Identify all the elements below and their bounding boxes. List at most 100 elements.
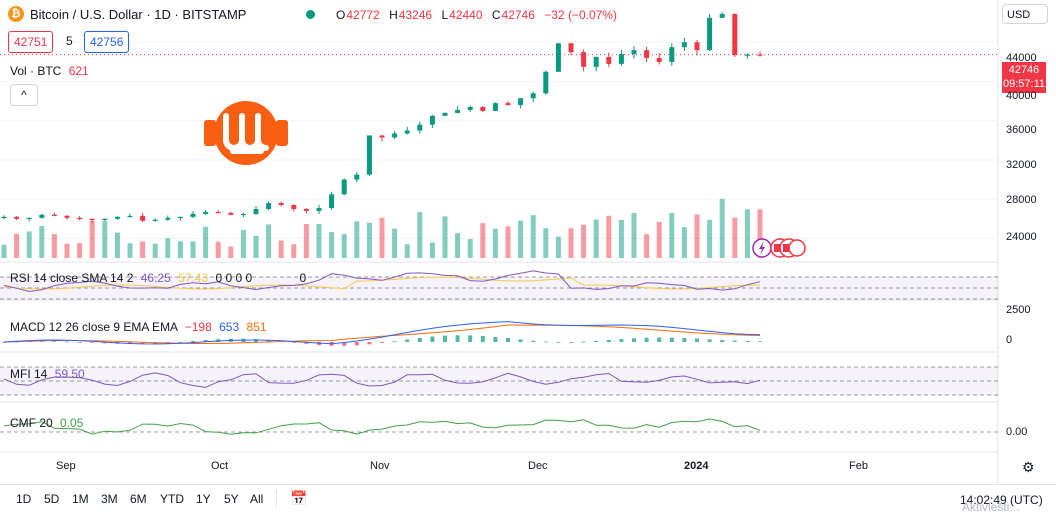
macd-legend[interactable]: MACD 12 26 close 9 EMA EMA −198 653 851 [10,320,267,334]
candle-body [631,50,637,55]
macd-histogram-bar [39,341,44,342]
range-button-6m[interactable]: 6M [130,492,147,506]
volume-bar [114,232,120,258]
market-open-dot [306,10,315,19]
candle-body [278,203,284,206]
time-axis-label: Sep [56,460,76,472]
macd-histogram-bar [720,340,725,342]
macd-histogram-bar [178,341,183,343]
volume-bar [228,246,234,258]
calendar-icon[interactable]: 📅 [290,490,308,506]
volume-bar [757,209,763,258]
volume-bar [89,220,95,258]
macd-histogram-bar [556,341,561,343]
macd-histogram-bar [304,342,309,344]
volume-bar [480,223,486,258]
candle-body [89,218,95,220]
candle-body [618,54,624,64]
rsi-band-values: 0 0 0 0 [215,271,253,285]
macd-histogram-bar [732,340,737,342]
utc-clock[interactable]: 14:02:49 (UTC) [960,493,1043,507]
ohlc-low-key: L [441,8,449,22]
candle-body [581,52,587,67]
volume-bar [417,212,423,258]
volume-bar [744,209,750,258]
events-flags[interactable] [752,238,806,263]
volume-legend: Vol · BTC 621 [10,64,89,78]
volume-value: 621 [68,64,89,78]
collapse-legend-button[interactable]: ^ [10,84,38,106]
candle-body [366,135,372,175]
macd-axis-label: 0 [1006,334,1013,346]
volume-bar [732,217,738,258]
candle-body [480,107,486,111]
macd-histogram-bar [291,342,296,343]
range-button-3m[interactable]: 3M [101,492,118,506]
macd-histogram-bar [380,342,384,343]
time-axis-label: Dec [528,460,548,472]
macd-histogram-bar [594,340,599,342]
volume-bar [681,227,687,258]
activation-watermark: Aktivlešti... [962,500,1020,514]
macd-histogram-bar [707,339,712,342]
rsi-extra-value: 0 [299,271,307,285]
macd-signal-line [3,324,761,344]
range-button-1d[interactable]: 1D [16,492,32,506]
macd-histogram-bar [102,342,107,344]
range-button-ytd[interactable]: YTD [160,492,184,506]
currency-select[interactable]: USD [1002,4,1048,24]
price-axis-label: 32000 [1006,159,1037,171]
volume-bar [102,221,108,258]
range-button-5y[interactable]: 5Y [224,492,239,506]
candle-body [467,107,473,110]
volume-bar [127,243,133,258]
candle-body [757,54,763,56]
volume-bar [366,222,372,258]
sell-price-button[interactable]: 42751 [8,31,54,53]
candle-body [543,71,549,94]
volume-bar [669,213,675,258]
buy-price-button[interactable]: 42756 [84,31,130,53]
macd-histogram-bar [569,342,573,343]
macd-histogram-bar [2,342,6,343]
range-button-1y[interactable]: 1Y [196,492,211,506]
ohlc-low-value: 42440 [449,8,483,22]
macd-histogram-bar [367,342,372,345]
volume-bar [518,220,524,258]
candle-body [644,50,650,58]
mfi-label: MFI 14 [10,367,48,381]
candle-body [505,103,511,106]
volume-bar [644,234,650,258]
ohlc-high-value: 43246 [398,8,433,22]
macd-histogram-bar [543,341,548,343]
mfi-legend[interactable]: MFI 14 59.50 [10,367,85,381]
volume-bar [177,241,183,258]
range-button-1m[interactable]: 1M [72,492,89,506]
range-button-5d[interactable]: 5D [44,492,60,506]
macd-histogram-bar [758,341,762,343]
rsi-line [3,270,761,293]
rsi-legend[interactable]: RSI 14 close SMA 14 2 46.25 57.43 0 0 0 … [10,271,306,285]
cmf-label: CMF 20 [10,416,53,430]
macd-histogram-bar [506,337,510,342]
volume-bar [266,224,272,258]
candle-countdown: 09:57:11 [1002,78,1045,90]
symbol-title[interactable]: Bitcoin / U.S. Dollar · 1D · BITSTAMP [30,7,247,22]
ohlc-open-value: 42772 [346,8,380,22]
candle-body [707,17,713,51]
macd-histogram-bar [657,337,662,342]
candle-body [152,219,158,221]
volume-bar [618,220,624,258]
cmf-legend[interactable]: CMF 20 0.05 [10,416,83,430]
candle-body [530,93,536,99]
range-button-all[interactable]: All [250,492,264,506]
volume-bar [39,226,45,258]
rsi-sma-value: 57.43 [178,271,209,285]
rsi-label: RSI 14 close SMA 14 2 [10,271,134,285]
macd-histogram-bar [493,336,498,342]
gear-icon[interactable]: ⚙ [1022,459,1035,475]
volume-bar [555,236,561,258]
volume-bar [240,229,246,258]
price-axis-label: 36000 [1006,124,1037,136]
